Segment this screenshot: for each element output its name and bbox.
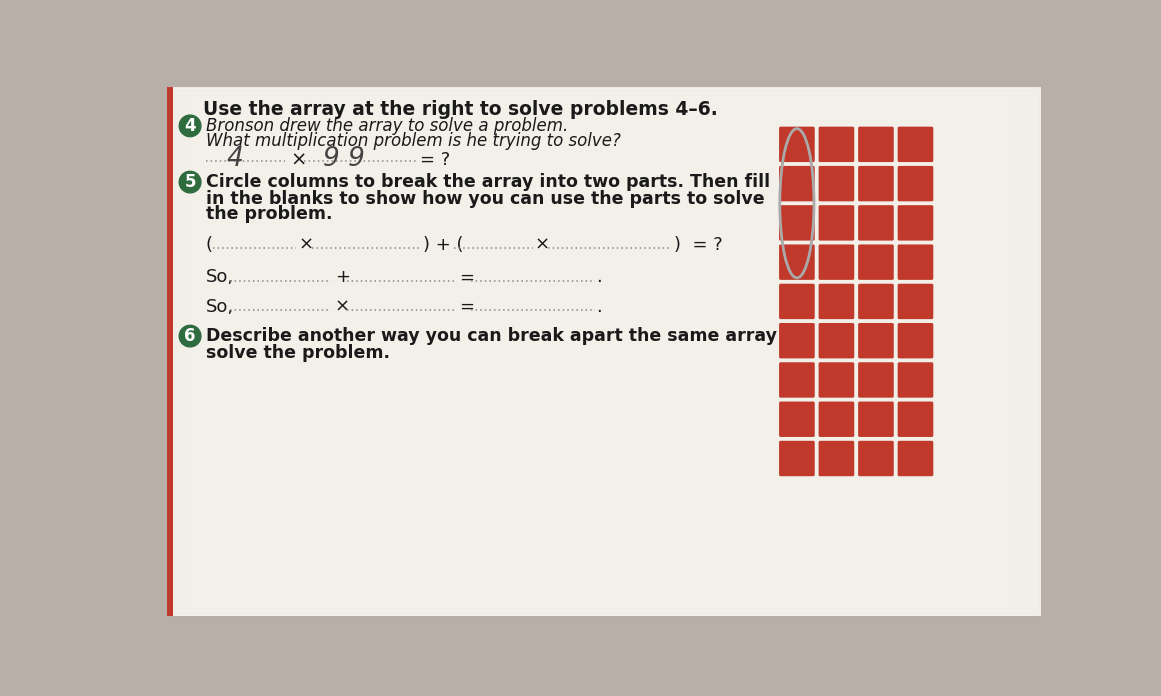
FancyBboxPatch shape [779,166,815,201]
FancyBboxPatch shape [779,362,815,397]
Bar [167,88,173,615]
FancyBboxPatch shape [779,284,815,319]
FancyBboxPatch shape [819,205,854,241]
Text: 6: 6 [185,327,196,345]
FancyBboxPatch shape [897,166,933,201]
FancyBboxPatch shape [779,244,815,280]
Text: ×: × [298,236,313,254]
FancyBboxPatch shape [858,362,894,397]
Circle shape [179,171,201,193]
Text: ×: × [290,150,308,170]
Text: =: = [459,298,474,315]
Text: the problem.: the problem. [205,205,332,223]
FancyBboxPatch shape [897,127,933,162]
FancyBboxPatch shape [779,323,815,358]
Text: 9 9: 9 9 [324,146,366,172]
Text: So,: So, [205,298,233,315]
Text: solve the problem.: solve the problem. [205,344,390,362]
Text: Describe another way you can break apart the same array to: Describe another way you can break apart… [205,327,802,345]
FancyBboxPatch shape [897,205,933,241]
FancyBboxPatch shape [779,127,815,162]
Text: So,: So, [205,269,233,286]
FancyBboxPatch shape [858,284,894,319]
Text: What multiplication problem is he trying to solve?: What multiplication problem is he trying… [205,132,620,150]
Text: ×: × [535,236,550,254]
FancyBboxPatch shape [819,244,854,280]
FancyBboxPatch shape [897,441,933,476]
Text: .: . [597,269,601,286]
Text: +: + [336,269,349,286]
FancyBboxPatch shape [819,402,854,437]
Circle shape [179,115,201,136]
Circle shape [179,325,201,347]
Text: .: . [597,298,601,315]
FancyBboxPatch shape [779,441,815,476]
FancyBboxPatch shape [858,402,894,437]
FancyBboxPatch shape [897,362,933,397]
FancyBboxPatch shape [819,323,854,358]
FancyBboxPatch shape [897,323,933,358]
FancyBboxPatch shape [819,441,854,476]
Text: Use the array at the right to solve problems 4–6.: Use the array at the right to solve prob… [203,100,717,120]
Text: in the blanks to show how you can use the parts to solve: in the blanks to show how you can use th… [205,190,764,208]
FancyBboxPatch shape [819,362,854,397]
FancyBboxPatch shape [858,441,894,476]
FancyBboxPatch shape [858,244,894,280]
FancyBboxPatch shape [819,166,854,201]
Text: 5: 5 [185,173,196,191]
Text: 4: 4 [185,117,196,135]
Text: 4: 4 [226,146,244,172]
Text: )  = ?: ) = ? [675,236,723,254]
FancyBboxPatch shape [858,127,894,162]
FancyBboxPatch shape [897,284,933,319]
FancyBboxPatch shape [897,402,933,437]
Text: ×: × [336,298,351,315]
Text: (: ( [205,236,212,254]
FancyBboxPatch shape [779,205,815,241]
FancyBboxPatch shape [858,166,894,201]
FancyBboxPatch shape [858,205,894,241]
FancyBboxPatch shape [779,402,815,437]
FancyBboxPatch shape [897,244,933,280]
Text: ) + (: ) + ( [423,236,463,254]
Text: =: = [459,269,474,286]
Text: Circle columns to break the array into two parts. Then fill: Circle columns to break the array into t… [205,173,770,191]
Text: Bronson drew the array to solve a problem.: Bronson drew the array to solve a proble… [205,117,568,134]
Text: = ?: = ? [420,150,450,168]
FancyBboxPatch shape [819,127,854,162]
FancyBboxPatch shape [858,323,894,358]
FancyBboxPatch shape [819,284,854,319]
